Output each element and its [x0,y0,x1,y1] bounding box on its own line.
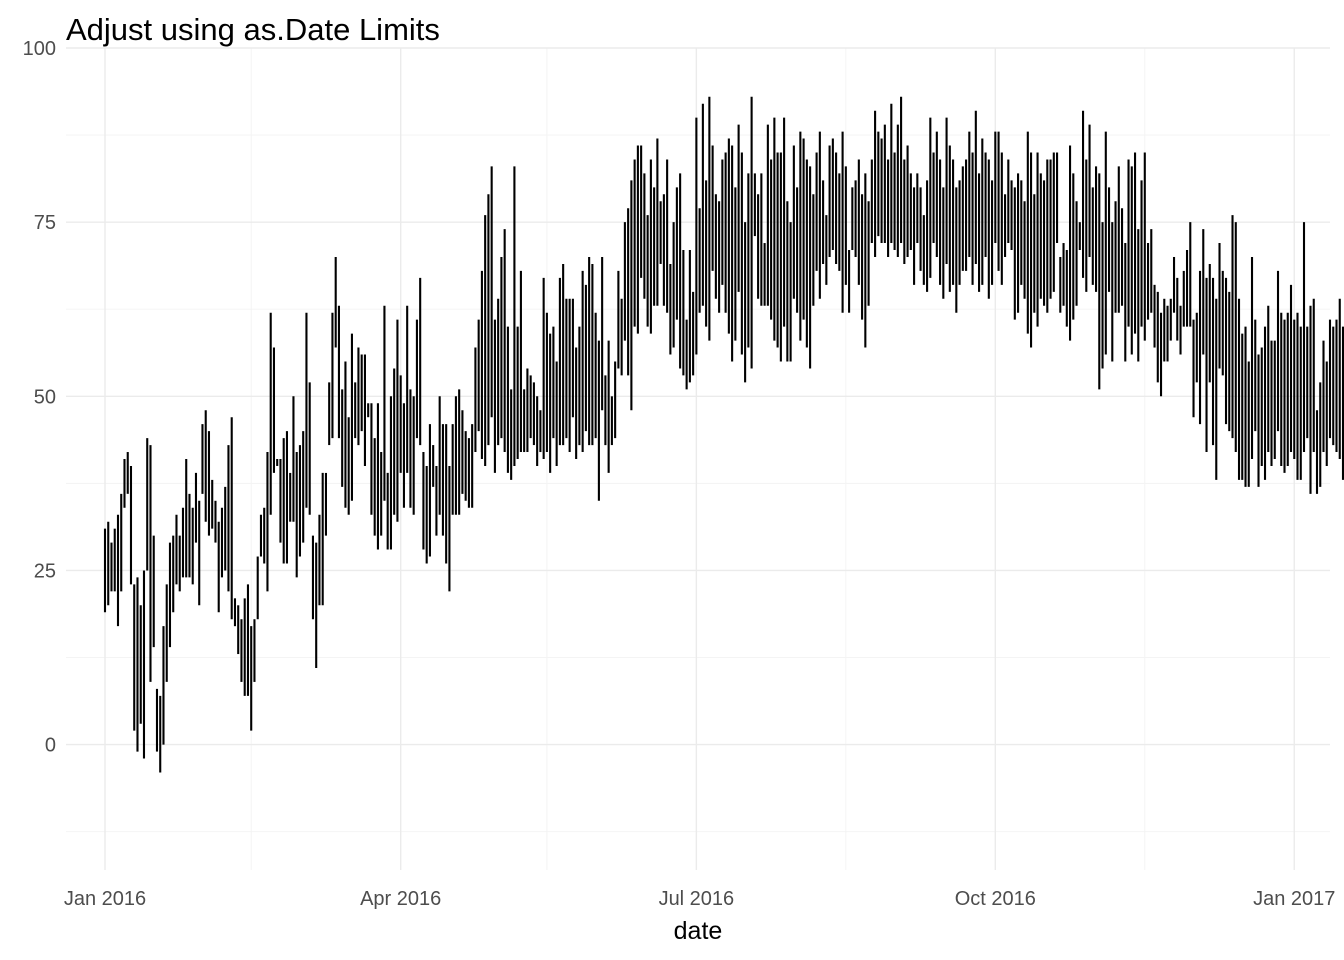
x-tick-label: Apr 2016 [360,888,441,910]
x-tick-label: Jan 2016 [64,888,146,910]
x-axis-title: date [674,917,723,945]
y-axis-tick-labels: 0 25 50 75 100 [23,38,56,757]
x-tick-label: Jan 2017 [1253,888,1335,910]
chart-title: Adjust using as.Date Limits [66,12,440,47]
x-tick-label: Oct 2016 [955,888,1036,910]
range-bars [103,96,1344,773]
minor-x-gridlines [250,48,1146,870]
y-tick-label: 50 [34,386,56,408]
minor-y-gridlines [66,134,1330,833]
major-y-gridlines [66,47,1330,746]
x-tick-label: Jul 2016 [659,888,735,910]
y-tick-label: 100 [23,38,56,60]
x-axis-tick-labels: Jan 2016 Apr 2016 Jul 2016 Oct 2016 Jan 2017 [64,888,1336,910]
y-tick-label: 25 [34,560,56,582]
y-tick-label: 0 [45,735,56,757]
y-tick-label: 75 [34,212,56,234]
